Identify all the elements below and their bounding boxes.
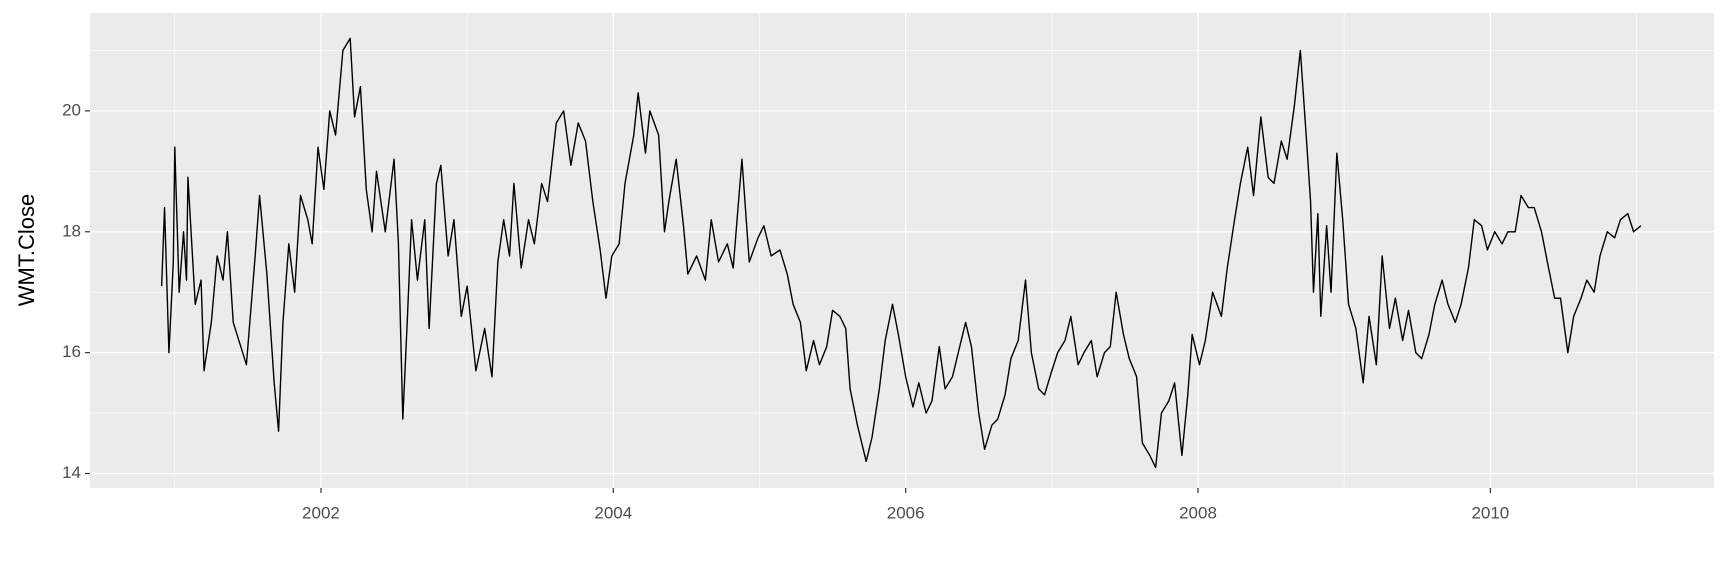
y-axis-title: WMT.Close	[14, 194, 39, 306]
y-tick-label: 16	[62, 342, 81, 361]
axes: 14 16 18 20 2002 2004 2006 2008 2010	[62, 100, 1509, 522]
x-tick-label: 2010	[1471, 503, 1509, 522]
x-tick-label: 2002	[302, 503, 340, 522]
price-line	[160, 37, 1642, 469]
grid	[90, 13, 1714, 488]
y-tick-label: 18	[62, 221, 81, 240]
plot-marks	[160, 37, 1642, 469]
x-tick-label: 2006	[887, 503, 925, 522]
y-tick-label: 20	[62, 100, 81, 119]
x-tick-label: 2004	[594, 503, 632, 522]
x-tick-label: 2008	[1179, 503, 1217, 522]
y-tick-label: 14	[62, 463, 81, 482]
